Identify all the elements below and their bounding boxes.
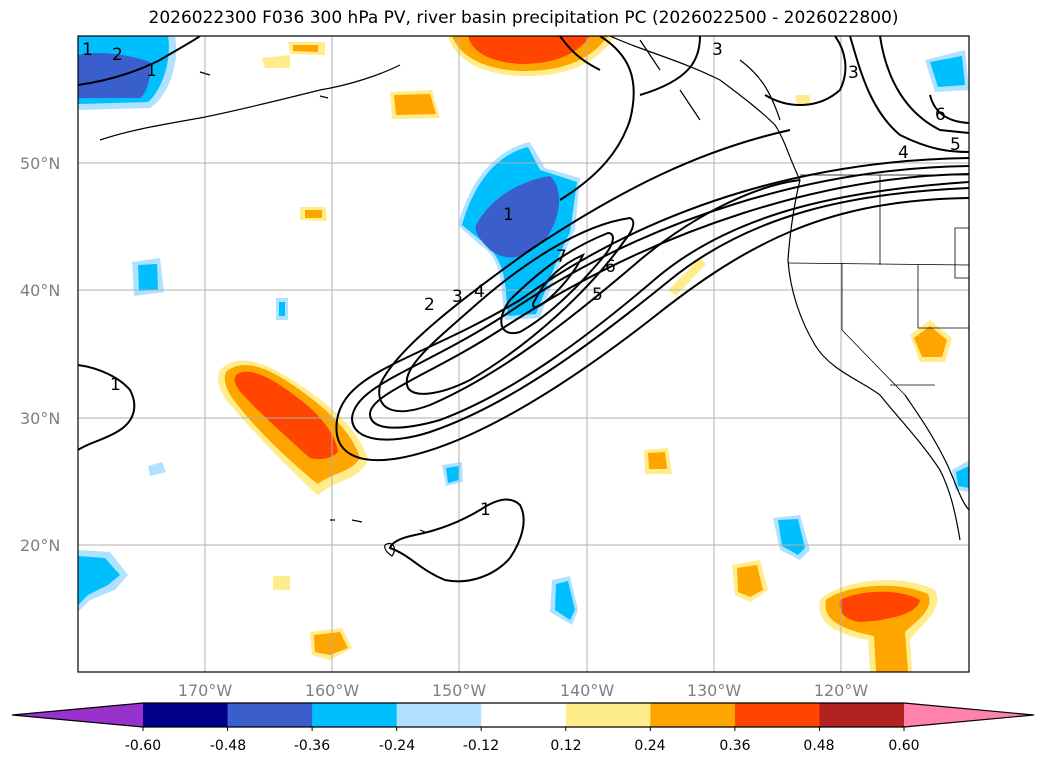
colorbar-tick-label: 0.24: [634, 738, 665, 754]
contour-label: 2: [112, 45, 123, 65]
lon-label: 130°W: [687, 681, 742, 700]
contour-label: 3: [848, 63, 859, 83]
contour-label: 1: [503, 205, 514, 225]
colorbar-tick-label: -0.12: [463, 738, 499, 754]
colorbar: [11, 702, 1035, 731]
lon-label: 120°W: [814, 681, 869, 700]
colorbar-tick-label: -0.36: [294, 738, 330, 754]
colorbar-tick-label: 0.12: [550, 738, 581, 754]
contour-labels: 1 2 1 1 2 3 4 5 6 7 1 1 4 5 6 3 3: [82, 40, 961, 520]
colorbar-segment: [227, 703, 313, 727]
contour-label: 6: [605, 257, 616, 277]
colorbar-segment: [396, 703, 482, 727]
colorbar-tick-label: 0.48: [803, 738, 834, 754]
colorbar-segment: [565, 703, 651, 727]
map-title: 2026022300 F036 300 hPa PV, river basin …: [148, 8, 899, 28]
lon-label: 150°W: [432, 681, 487, 700]
contour-label: 5: [950, 135, 961, 155]
lon-label: 140°W: [560, 681, 615, 700]
latitude-labels: 50°N 40°N 30°N 20°N: [20, 154, 60, 555]
colorbar-segment: [481, 703, 567, 727]
contour-label: 5: [592, 285, 603, 305]
lon-label: 170°W: [178, 681, 233, 700]
state-borders: [787, 174, 969, 396]
lat-label: 40°N: [20, 281, 60, 300]
lon-label: 160°W: [305, 681, 360, 700]
gridlines: [78, 36, 969, 672]
contour-label: 4: [474, 282, 485, 302]
lat-label: 20°N: [20, 536, 60, 555]
contour-label: 1: [110, 375, 121, 395]
contour-label: 1: [82, 40, 93, 60]
contour-label: 6: [935, 105, 946, 125]
contour-label: 1: [146, 61, 157, 81]
pv-contours: [78, 36, 969, 583]
colorbar-tick-label: -0.48: [210, 738, 246, 754]
lat-label: 30°N: [20, 409, 60, 428]
longitude-labels: 170°W 160°W 150°W 140°W 130°W 120°W: [178, 681, 869, 700]
colorbar-segment: [143, 703, 229, 727]
colorbar-extend-high: [904, 703, 1034, 727]
coastlines: [99, 36, 969, 557]
colorbar-extend-low: [12, 703, 143, 727]
lat-label: 50°N: [20, 154, 60, 173]
contour-label: 2: [424, 295, 435, 315]
colorbar-tick-label: 0.36: [719, 738, 750, 754]
colorbar-segment: [650, 703, 736, 727]
map-plot-area: 1 2 1 1 2 3 4 5 6 7 1 1 4 5 6 3 3: [78, 36, 969, 672]
colorbar-segment: [734, 703, 820, 727]
colorbar-tick-label: 0.60: [888, 738, 919, 754]
plot-frame: [77, 35, 970, 673]
contour-label: 4: [898, 143, 909, 163]
contour-label: 3: [452, 287, 463, 307]
colorbar-tick-label: -0.24: [379, 738, 415, 754]
colorbar-tick-label: -0.60: [125, 738, 161, 754]
contour-label: 7: [556, 247, 567, 267]
colorbar-segment: [819, 703, 905, 727]
precipitation-fills: [78, 36, 969, 672]
colorbar-tick-labels: -0.60 -0.48 -0.36 -0.24 -0.12 0.12 0.24 …: [125, 738, 920, 754]
contour-label: 3: [712, 40, 723, 60]
contour-label: 1: [480, 500, 491, 520]
colorbar-segment: [312, 703, 398, 727]
